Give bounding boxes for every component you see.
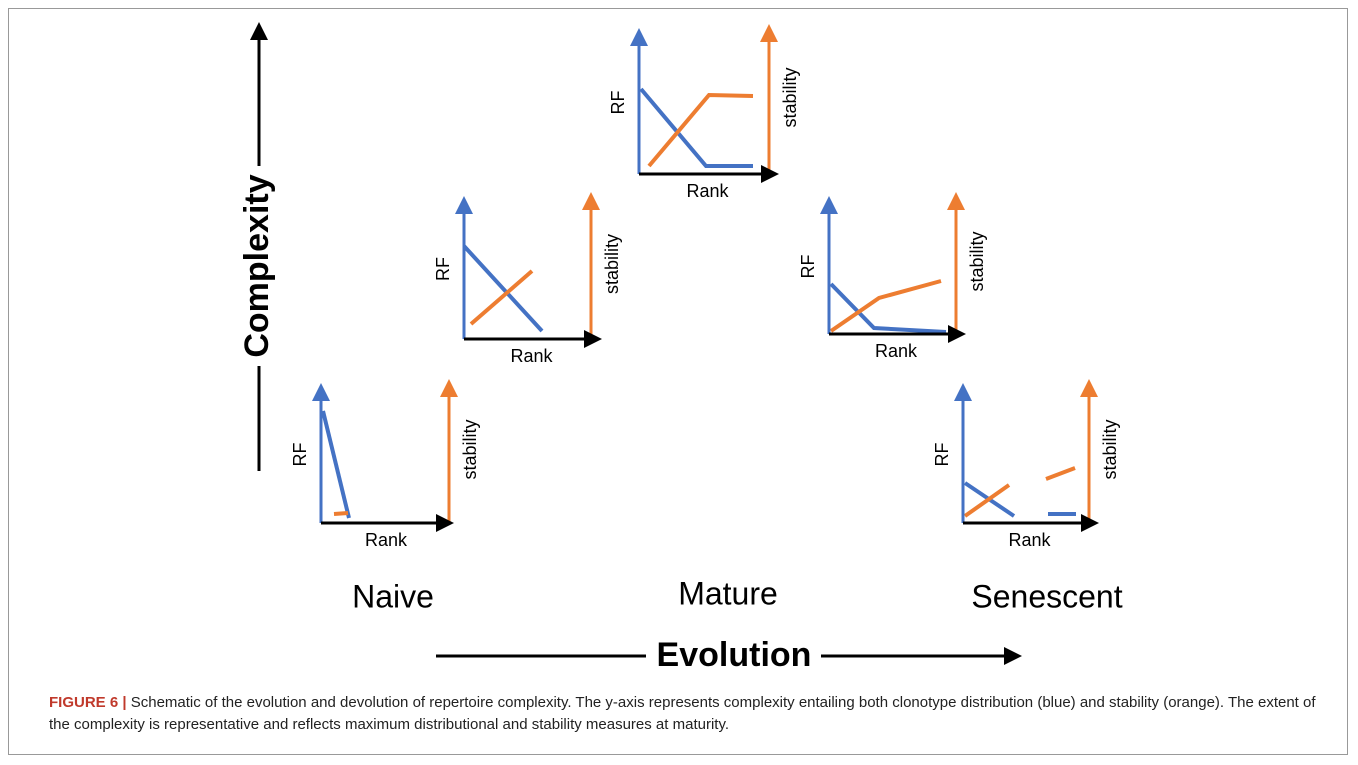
stability-label: stability	[602, 234, 622, 294]
rf-label: RF	[290, 443, 310, 467]
rank-label: Rank	[875, 341, 918, 361]
rank-label: Rank	[510, 346, 553, 366]
y-axis-label: Complexity	[238, 174, 276, 357]
stability-label: stability	[460, 419, 480, 479]
stability-label: stability	[1100, 419, 1120, 479]
caption-label: FIGURE 6 |	[49, 694, 127, 711]
stage-label: Senescent	[971, 578, 1122, 614]
panel-curves	[321, 87, 1076, 519]
stage-label: Naive	[352, 578, 434, 614]
stability-label: stability	[780, 67, 800, 127]
rf-label: RF	[798, 255, 818, 279]
rf-label: RF	[433, 257, 453, 281]
rf-label: RF	[932, 443, 952, 467]
caption: FIGURE 6 | Schematic of the evolution an…	[49, 692, 1329, 736]
rank-label: Rank	[365, 530, 408, 550]
x-axis-label: Evolution	[657, 636, 812, 674]
stage-label: Mature	[678, 575, 778, 611]
stability-label: stability	[967, 231, 987, 291]
diagram: Complexity Evolution Naive Mature Senesc…	[238, 22, 1123, 681]
rf-label: RF	[608, 91, 628, 115]
caption-text: Schematic of the evolution and devolutio…	[49, 694, 1316, 733]
rank-label: Rank	[686, 181, 729, 201]
figure: Complexity Evolution Naive Mature Senesc…	[8, 8, 1348, 755]
rank-label: Rank	[1008, 530, 1051, 550]
